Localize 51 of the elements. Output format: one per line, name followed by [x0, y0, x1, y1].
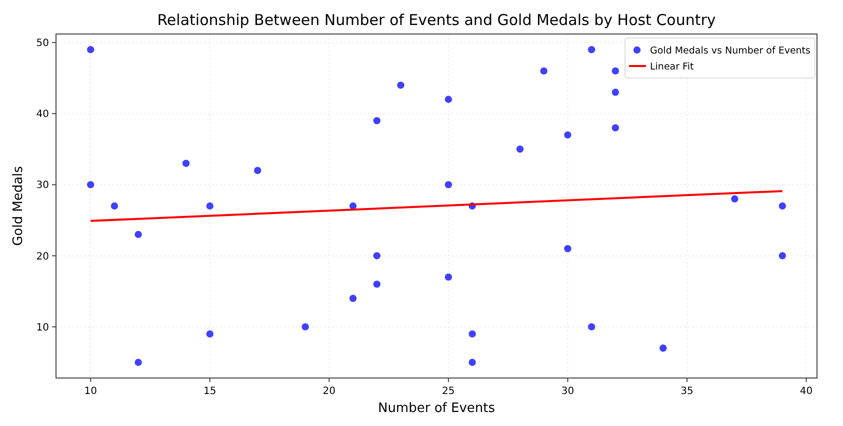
point	[254, 166, 262, 174]
legend-label: Linear Fit	[650, 62, 694, 72]
point	[397, 82, 404, 89]
y-tick-label: 10	[36, 322, 49, 334]
point	[444, 273, 452, 281]
point	[564, 245, 572, 252]
x-tick-label: 20	[322, 386, 336, 397]
point	[302, 323, 309, 330]
point	[349, 294, 357, 302]
point	[588, 46, 596, 54]
point	[468, 358, 476, 366]
point	[373, 252, 380, 260]
point	[731, 195, 738, 202]
y-tick-label: 50	[36, 38, 49, 50]
point	[182, 160, 190, 167]
point	[206, 202, 214, 210]
point	[660, 344, 667, 352]
point	[373, 117, 380, 124]
point	[612, 124, 620, 132]
legend-label: Gold Medals vs Number of Events	[650, 46, 811, 56]
point	[444, 181, 452, 188]
point	[110, 202, 118, 210]
point	[612, 67, 620, 75]
y-axis-title: Gold Medals	[11, 166, 26, 246]
y-tick-label: 40	[36, 109, 49, 120]
point	[134, 230, 142, 238]
x-tick-label: 25	[442, 386, 455, 397]
point	[444, 96, 452, 103]
point	[134, 358, 142, 366]
x-tick-label: 15	[204, 386, 216, 397]
point	[206, 330, 214, 338]
point	[612, 88, 620, 96]
point	[540, 67, 548, 75]
x-tick-label: 10	[84, 386, 97, 397]
x-tick-label: 30	[561, 386, 574, 397]
point	[86, 46, 94, 54]
point	[516, 146, 524, 153]
x-tick-label: 35	[680, 386, 694, 397]
point	[778, 252, 786, 260]
x-axis-title: Number of Events	[378, 401, 496, 416]
point	[86, 181, 94, 188]
point	[778, 202, 786, 210]
x-tick-label: 40	[800, 386, 813, 397]
chart-title: Relationship Between Number of Events and Gold Medals by Host Country	[157, 11, 716, 29]
y-tick-label: 30	[36, 180, 49, 192]
y-tick-label: 20	[36, 251, 49, 262]
point	[564, 131, 572, 139]
point	[468, 330, 476, 338]
point	[373, 280, 380, 288]
point	[349, 202, 357, 210]
point	[588, 323, 596, 330]
